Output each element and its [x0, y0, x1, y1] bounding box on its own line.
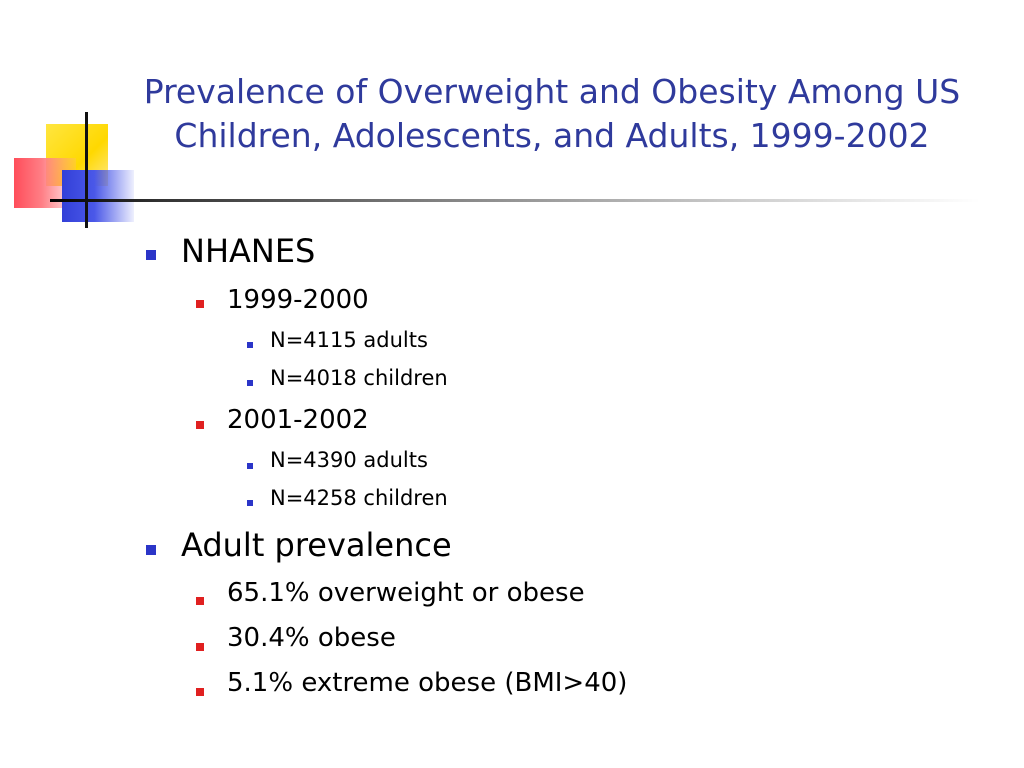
- title-divider-line: [50, 199, 980, 202]
- bullet-extreme-obese: 5.1% extreme obese (BMI>40): [227, 668, 628, 698]
- bullet-marker: [146, 545, 156, 555]
- bullet-marker: [247, 342, 253, 348]
- bullet-obese: 30.4% obese: [227, 623, 396, 653]
- title-line-1: Prevalence of Overweight and Obesity Amo…: [143, 72, 961, 111]
- slide-title: Prevalence of Overweight and Obesity Amo…: [110, 70, 994, 158]
- bullet-marker: [196, 597, 204, 605]
- bullet-period-2001-2002: 2001-2002: [227, 405, 369, 435]
- title-line-2: Children, Adolescents, and Adults, 1999-…: [174, 116, 930, 155]
- bullet-adult-prevalence: Adult prevalence: [181, 526, 452, 564]
- bullet-1999-children: N=4018 children: [270, 366, 448, 390]
- bullet-marker: [196, 643, 204, 651]
- bullet-marker: [196, 688, 204, 696]
- bullet-marker: [247, 380, 253, 386]
- decorative-squares-logo: [0, 0, 150, 240]
- bullet-period-1999-2000: 1999-2000: [227, 285, 369, 315]
- bullet-marker: [196, 300, 204, 308]
- bullet-1999-adults: N=4115 adults: [270, 328, 428, 352]
- bullet-2001-children: N=4258 children: [270, 486, 448, 510]
- bullet-2001-adults: N=4390 adults: [270, 448, 428, 472]
- bullet-marker: [247, 500, 253, 506]
- blue-square-shape: [62, 170, 134, 222]
- bullet-marker: [146, 250, 156, 260]
- logo-vertical-line: [85, 112, 88, 228]
- bullet-marker: [247, 463, 253, 469]
- bullet-nhanes: NHANES: [181, 232, 316, 270]
- bullet-overweight-or-obese: 65.1% overweight or obese: [227, 578, 585, 608]
- bullet-marker: [196, 421, 204, 429]
